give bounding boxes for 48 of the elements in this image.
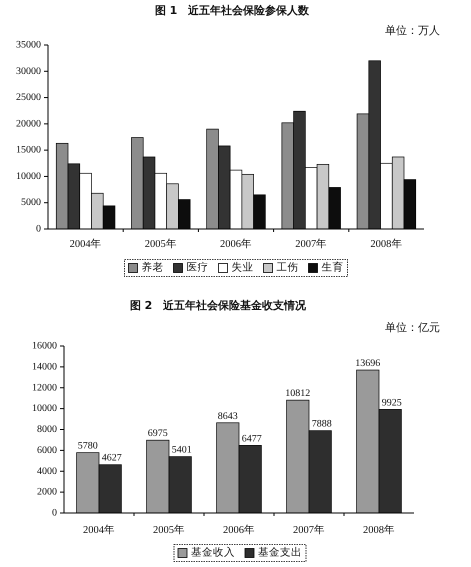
x-tick-label: 2008年 xyxy=(363,524,395,536)
data-label: 5780 xyxy=(78,440,98,452)
x-tick-label: 2004年 xyxy=(70,238,102,250)
y-tick-label: 8000 xyxy=(37,424,57,435)
y-tick-label: 12000 xyxy=(32,382,57,394)
y-tick-label: 4000 xyxy=(37,466,57,477)
x-tick-label: 2005年 xyxy=(153,524,185,536)
legend-label: 医疗 xyxy=(186,260,208,274)
x-tick-label: 2006年 xyxy=(220,238,252,250)
text: 单位：万人 xyxy=(385,24,440,37)
x-tick-label: 2006年 xyxy=(223,524,255,536)
x-tick-label: 2007年 xyxy=(295,238,328,250)
x-tick-label: 2008年 xyxy=(370,238,402,250)
legend-label: 基金支出 xyxy=(258,546,302,558)
chart-title: 图 1 近五年社会保险参保人数 xyxy=(154,4,310,17)
data-label: 8643 xyxy=(218,410,238,422)
y-tick-label: 15000 xyxy=(16,144,41,156)
data-label: 6975 xyxy=(148,428,168,440)
legend-label: 工伤 xyxy=(276,262,298,274)
x-tick-label: 2005年 xyxy=(144,238,177,250)
y-tick-label: 5000 xyxy=(21,197,41,208)
y-tick-label: 0 xyxy=(52,508,57,518)
y-tick-label: 10000 xyxy=(16,170,41,182)
legend-label: 养老 xyxy=(142,260,164,274)
data-label: 9925 xyxy=(382,397,402,408)
data-label: 7888 xyxy=(312,418,332,430)
legend-label: 失业 xyxy=(232,260,254,274)
x-tick-label: 2007年 xyxy=(293,524,325,536)
data-label: 5401 xyxy=(172,444,192,456)
y-tick-label: 6000 xyxy=(37,444,57,456)
y-tick-label: 2000 xyxy=(37,486,57,498)
y-tick-label: 14000 xyxy=(32,361,57,372)
legend-label: 基金收入 xyxy=(191,546,235,558)
y-tick-label: 16000 xyxy=(32,340,57,352)
data-label: 4627 xyxy=(102,452,122,464)
y-tick-label: 0 xyxy=(36,224,41,234)
y-tick-label: 10000 xyxy=(32,403,57,414)
data-label: 6477 xyxy=(242,433,262,444)
y-tick-label: 25000 xyxy=(16,92,41,104)
data-label: 13696 xyxy=(355,358,380,370)
legend-label: 生育 xyxy=(322,260,344,274)
y-tick-label: 30000 xyxy=(16,66,41,77)
x-tick-label: 2004年 xyxy=(83,524,115,536)
data-label: 10812 xyxy=(285,388,310,400)
y-tick-label: 20000 xyxy=(16,118,41,130)
y-tick-label: 35000 xyxy=(16,40,41,50)
chart-title: 图 2 近五年社会保险基金收支情况 xyxy=(130,299,308,312)
text: 单位：亿元 xyxy=(385,321,440,334)
